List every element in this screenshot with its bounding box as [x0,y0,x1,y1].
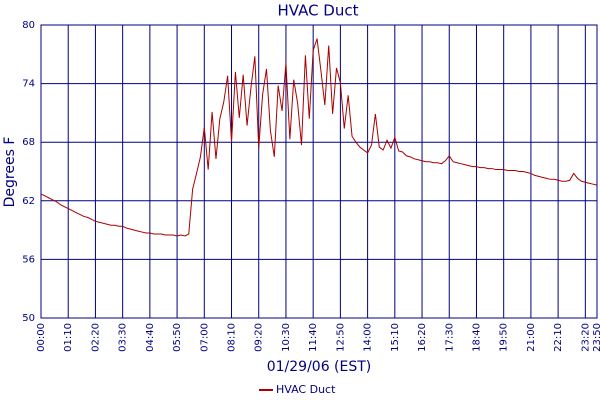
x-tick-label: 12:50 [335,323,346,352]
x-tick-label: 03:30 [118,323,129,352]
x-tick-label: 15:10 [390,323,401,352]
x-tick-label: 07:00 [199,323,210,352]
data-line [40,38,598,237]
x-tick-label: 18:40 [471,323,482,352]
x-tick-label: 11:40 [308,323,319,352]
x-axis-label: 01/29/06 (EST) [267,359,372,375]
x-tick-label: 10:30 [281,323,292,352]
x-tick-label: 23:20 [580,323,591,352]
y-tick-label: 56 [22,254,35,265]
x-tick-label: 22:10 [553,323,564,352]
x-tick-label: 01:10 [63,323,74,352]
chart-title: HVAC Duct [277,2,358,20]
x-tick-label: 08:10 [227,323,238,352]
y-tick-label: 74 [22,79,35,90]
x-tick-label: 17:30 [444,323,455,352]
y-tick-label: 80 [22,20,35,31]
legend-label: HVAC Duct [276,383,336,396]
x-tick-label: 16:20 [417,323,428,352]
x-tick-label: 23:50 [592,323,600,352]
x-tick-label: 02:20 [90,323,101,352]
x-tick-label: 19:50 [499,323,510,352]
y-tick-label: 50 [22,313,35,324]
y-tick-label: 62 [22,196,35,207]
x-tick-label: 09:20 [254,323,265,352]
x-tick-label: 21:00 [526,323,537,352]
y-axis-label: Degrees F [2,137,18,208]
x-tick-label: 05:50 [172,323,183,352]
x-tick-label: 14:00 [363,323,374,352]
plot-frame [40,24,598,319]
y-tick-label: 68 [22,137,35,148]
x-tick-label: 00:00 [36,323,47,352]
x-tick-label: 04:40 [145,323,156,352]
